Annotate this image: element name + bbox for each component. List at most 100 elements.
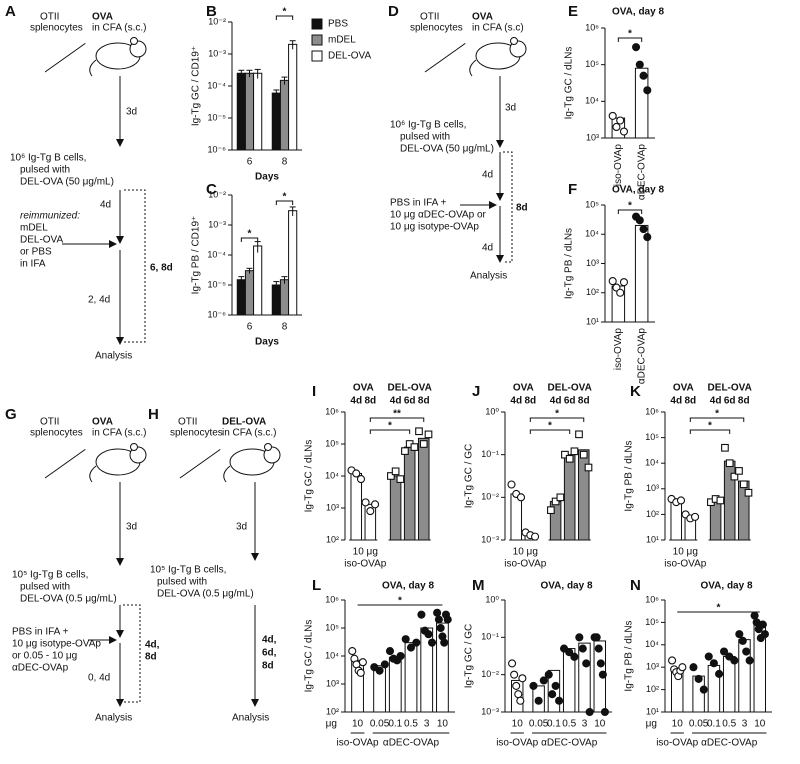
data-point [631,43,641,52]
data-point [584,463,593,472]
bar [577,449,590,541]
legend-swatch [311,50,323,62]
diagram-text: 8d [262,661,274,672]
y-tick-label: 10² [586,287,599,297]
diagram-text: in CFA (s.c.) [92,428,146,439]
data-point [635,216,644,225]
bar [244,72,255,151]
x-tick-label: 3 [424,719,430,730]
data-point [730,472,739,481]
data-point [516,696,525,705]
diagram-text: in CFA (s.c.) [92,23,146,34]
data-point [570,652,579,661]
x-tick-label: 0.5 [404,719,418,730]
data-point [507,480,516,489]
bar [417,437,430,541]
x-tick-label: 3 [742,719,748,730]
panel-letter: E [568,3,578,20]
diagram-text: 10⁶ Ig-Tg B cells, [390,120,466,131]
data-point [738,636,747,645]
syringe-needle [75,42,86,51]
significance-bracket [529,429,571,434]
x-tick-label: 4d [670,396,682,407]
diagram-text: 3d [126,522,137,533]
significance-label: * [708,421,712,432]
diagram-text: splenocytes [170,428,223,439]
data-point [401,447,409,455]
significance-label: * [628,29,632,40]
y-tick-label: 10³ [586,132,599,142]
diagram-text: 4d [482,243,493,254]
diagram-text: DEL-OVA [222,417,266,428]
significance-label: * [717,603,721,614]
panel-letter: D [388,3,399,20]
y-tick-label: 10⁻² [481,492,499,502]
data-point [608,277,617,286]
y-axis-label: Ig-Tg GC / dLNs [564,47,575,120]
y-tick-label: 10⁴ [585,96,599,106]
bar [722,656,736,713]
y-tick-label: 10³ [326,502,339,512]
y-tick-label: 10⁻⁵ [208,279,227,289]
legend-swatch [311,18,323,30]
x-tick-label: 0.1 [707,719,721,730]
significance-bracket [369,417,425,422]
data-point [639,71,648,80]
diagram-text: PBS in IFA + [12,627,69,638]
y-tick-label: 10³ [586,258,599,268]
bracket [503,151,513,263]
diagram-text: pulsed with [20,582,70,593]
bar [236,72,246,151]
y-axis-label: Ig-Tg GC / GC [464,624,475,688]
y-axis-label: Ig-Tg GC / dLNs [304,620,315,693]
bar [288,43,298,151]
footnote: 10 μg [673,547,698,558]
data-point [721,443,729,452]
diagram-text: OVA [92,417,113,428]
diagram-text: αDEC-OVAp [12,663,69,674]
data-point [387,472,395,480]
y-tick-label: 10⁻⁵ [208,112,227,122]
significance-label: * [398,596,402,607]
y-tick-label: 10⁴ [585,229,599,239]
group-label: αDEC-OVAp [701,738,758,749]
data-point [744,488,753,497]
data-point [719,647,729,656]
bar [271,92,281,151]
data-point [691,512,700,521]
x-tick-label: 3 [582,719,588,730]
group-label: iso-OVAp [496,738,538,749]
mouse-tail [89,59,97,77]
significance-label: * [283,7,287,18]
diagram-text: OTII [420,12,439,23]
x-tick-label: 10 [754,719,766,730]
diagram-text: splenocytes [30,23,83,34]
syringe-needle [210,448,221,457]
x-tick-label: 8d [578,396,590,407]
y-axis-label: Ig-Tg GC / CD19⁺ [191,46,202,126]
syringe-barrel [179,455,212,479]
data-point [668,656,677,665]
data-point [424,430,433,439]
diagram-text: OTII [178,417,197,428]
legend-label: DEL-OVA [328,51,371,62]
data-point [508,659,517,668]
diagram-text: in CFA (s.c) [472,23,524,34]
diagram-text: DEL-OVA (50 μg/mL) [20,177,114,188]
data-point [512,681,521,690]
x-tick-label: 8d [738,396,750,407]
data-point [678,663,687,672]
diagram-text: 10 μg isotype-OVAp [12,639,101,650]
significance-label: * [283,192,287,203]
x-tick-label: 4d [550,396,562,407]
bar [388,656,402,713]
chart-title: OVA, day 8 [382,581,434,592]
bar [253,245,263,316]
data-point [742,647,751,656]
y-tick-label: 10⁴ [325,470,339,480]
data-point [440,638,449,647]
data-point [415,427,423,436]
bar [279,279,290,316]
x-tick-label: 0.05 [689,719,709,730]
diagram-text: mDEL [20,223,48,234]
